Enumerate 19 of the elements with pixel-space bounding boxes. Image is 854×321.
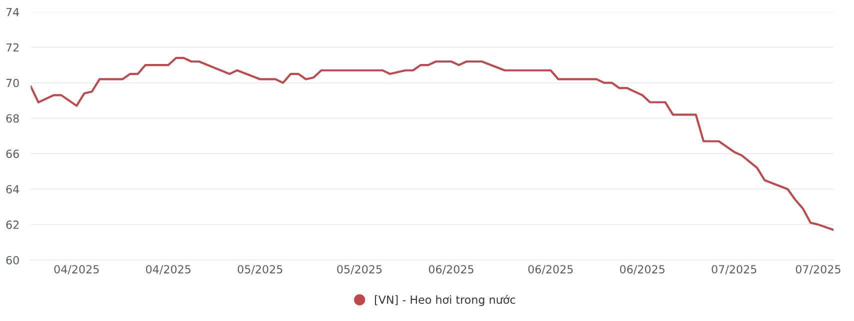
x-tick-label: 04/2025 bbox=[54, 265, 99, 274]
y-tick-label: 70 bbox=[6, 78, 19, 88]
legend-label: [VN] - Heo hơi trong nước bbox=[374, 294, 516, 306]
y-tick-label: 66 bbox=[6, 150, 19, 158]
x-tick-label: 04/2025 bbox=[146, 265, 190, 274]
y-tick-label: 62 bbox=[6, 220, 19, 229]
x-tick-label: 06/2025 bbox=[620, 265, 664, 274]
x-tick-label: 05/2025 bbox=[238, 265, 282, 274]
y-tick-label: 60 bbox=[6, 256, 19, 264]
y-tick-label: 64 bbox=[6, 185, 20, 194]
x-tick-label: 05/2025 bbox=[337, 265, 382, 274]
y-tick-label: 72 bbox=[6, 43, 19, 52]
y-tick-label: 68 bbox=[6, 114, 19, 123]
x-tick-label: 07/2025 bbox=[796, 265, 840, 274]
y-tick-label: 74 bbox=[6, 8, 20, 16]
x-tick-label: 07/2025 bbox=[712, 265, 756, 274]
line-series bbox=[30, 56, 834, 231]
x-tick-label: 06/2025 bbox=[428, 265, 474, 274]
x-tick-label: 06/2025 bbox=[528, 265, 573, 274]
